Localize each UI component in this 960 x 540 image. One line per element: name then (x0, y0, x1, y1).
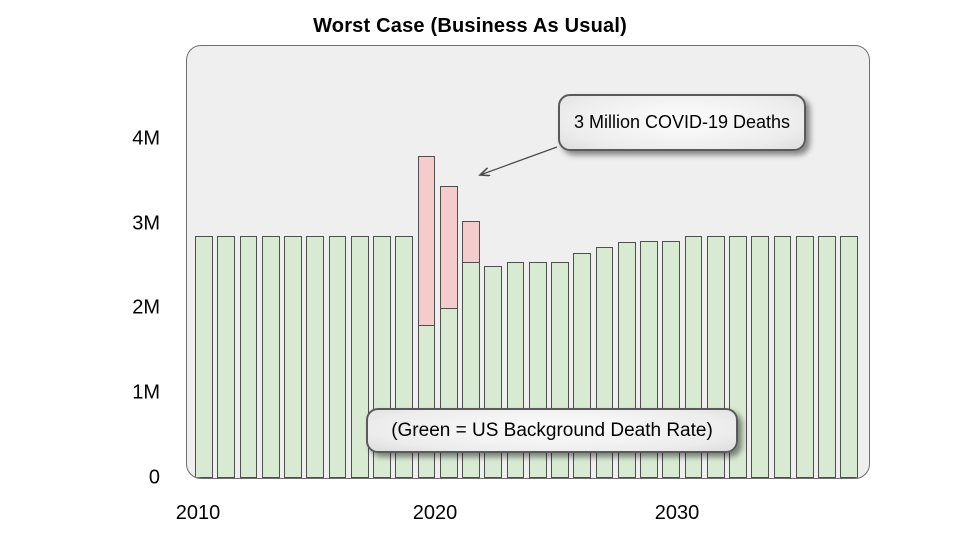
bar-background-2039 (840, 236, 859, 478)
x-axis-label-2030: 2030 (654, 502, 700, 524)
legend-callout: (Green = US Background Death Rate) (366, 408, 738, 453)
y-axis-label-1M: 1M (132, 381, 160, 404)
y-axis-label-3M: 3M (132, 212, 160, 235)
y-axis-label-2M: 2M (132, 296, 160, 319)
bar-background-2014 (284, 236, 302, 478)
bar-background-2037 (795, 236, 814, 478)
legend-callout-label: (Green = US Background Death Rate) (391, 419, 713, 441)
bar-background-2016 (328, 236, 347, 478)
bar-background-2013 (261, 236, 280, 478)
bar-covid-2022 (462, 221, 480, 263)
bar-background-2020 (417, 325, 436, 478)
x-axis-label-2020: 2020 (412, 502, 458, 524)
covid-deaths-callout: 3 Million COVID-19 Deaths (558, 94, 806, 151)
bar-background-2011 (217, 236, 236, 478)
x-axis-label-2010: 2010 (175, 502, 221, 524)
y-axis-label-4M: 4M (132, 127, 160, 150)
chart-title: Worst Case (Business As Usual) (313, 15, 627, 37)
y-axis-label-0: 0 (148, 466, 160, 489)
bar-background-2010 (195, 236, 213, 478)
bar-background-2012 (239, 236, 258, 478)
bar-background-2015 (306, 236, 325, 478)
bar-background-2017 (350, 236, 369, 478)
bar-background-2038 (818, 236, 836, 478)
covid-deaths-callout-label: 3 Million COVID-19 Deaths (573, 112, 791, 132)
bar-covid-2020 (417, 156, 436, 326)
bar-background-2036 (773, 236, 792, 478)
bar-background-2035 (751, 236, 770, 478)
bar-covid-2021 (439, 186, 458, 309)
